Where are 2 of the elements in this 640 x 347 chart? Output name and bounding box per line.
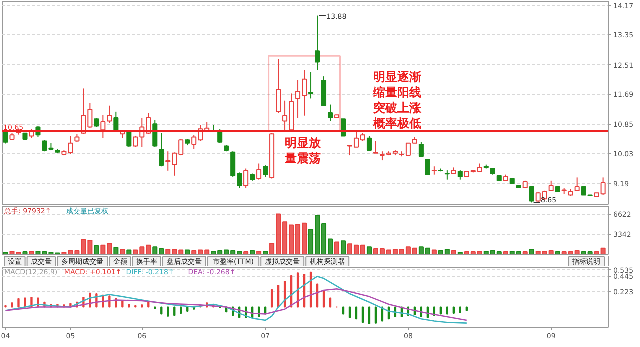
annotation: 明显逐渐缩量阳线突破上涨概率极低: [372, 70, 422, 130]
annotation: 明显放量震荡: [284, 136, 322, 166]
